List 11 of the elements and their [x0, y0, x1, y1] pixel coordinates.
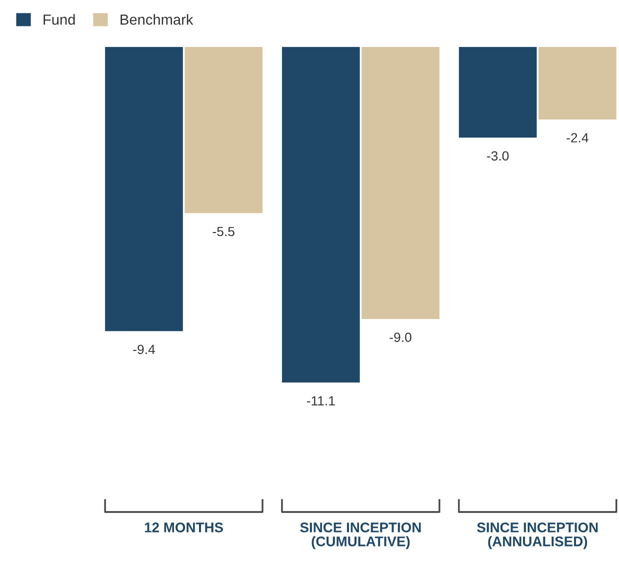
data-label: -2.4: [566, 133, 588, 142]
x-tick-label: SINCE INCEPTION (ANNUALISED): [477, 522, 598, 550]
data-label: -9.0: [390, 332, 412, 342]
x-tick-label: 12 MONTHS: [144, 522, 223, 532]
legend-label: Benchmark: [120, 14, 194, 25]
data-label: -3.0: [487, 151, 509, 161]
data-label: -9.4: [133, 344, 155, 354]
legend-label: Fund: [44, 14, 75, 25]
x-tick-label: SINCE INCEPTION (CUMULATIVE): [300, 522, 421, 550]
data-label: -5.5: [212, 226, 234, 236]
data-label: -11.1: [306, 396, 335, 406]
